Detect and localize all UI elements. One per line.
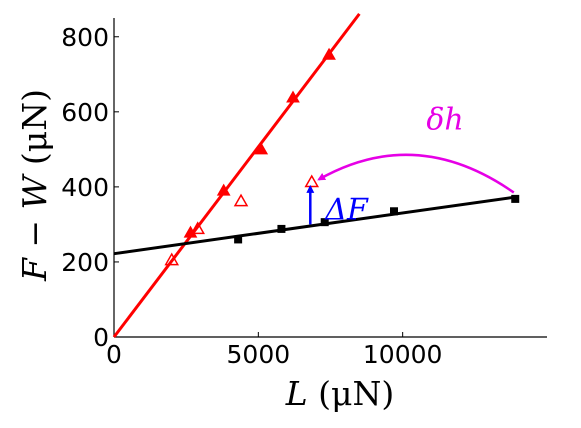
fit-lines bbox=[112, 12, 519, 338]
y-tick-label: 600 bbox=[61, 98, 109, 127]
x-tick-label: 10000 bbox=[363, 340, 443, 369]
y-tick-label: 400 bbox=[61, 173, 109, 202]
data-point-square bbox=[511, 194, 520, 203]
fit-line bbox=[112, 12, 361, 338]
annotations: ΔF δh bbox=[306, 102, 515, 227]
y-axis-unit: (μN) bbox=[15, 89, 54, 176]
data-point-triangle-filled bbox=[322, 47, 336, 60]
annotation-label: ΔF bbox=[324, 192, 369, 227]
data-markers bbox=[164, 47, 520, 266]
data-point-triangle-open bbox=[233, 193, 249, 207]
x-tick-label: 5000 bbox=[227, 340, 291, 369]
data-point-triangle-open bbox=[304, 174, 320, 188]
annotation-arrow bbox=[317, 153, 515, 194]
data-point-triangle-filled bbox=[254, 142, 269, 155]
y-axis-symbol: F − W bbox=[15, 172, 54, 282]
y-tick-label: 200 bbox=[61, 248, 109, 277]
data-point-triangle-filled bbox=[216, 183, 231, 196]
data-point-square bbox=[320, 218, 329, 227]
y-axis-label: F − W (μN) bbox=[15, 89, 54, 282]
data-point-square bbox=[390, 207, 399, 216]
annotation-label: δh bbox=[426, 102, 463, 137]
fit-line bbox=[113, 195, 519, 256]
data-point-triangle-filled bbox=[286, 90, 300, 103]
data-point-square bbox=[234, 235, 243, 244]
data-point-triangle-filled bbox=[183, 225, 198, 238]
y-tick-label: 800 bbox=[61, 23, 109, 52]
data-point-triangle-open bbox=[190, 221, 206, 235]
data-point-square bbox=[277, 224, 286, 233]
x-axis-label: L (μN) bbox=[285, 374, 394, 413]
x-axis-unit: (μN) bbox=[308, 374, 395, 413]
x-axis-symbol: L bbox=[285, 374, 308, 413]
axes: 0 5000 10000 0 200 400 600 800 bbox=[61, 18, 547, 369]
x-tick-label: 0 bbox=[106, 340, 122, 369]
y-tick-label: 0 bbox=[93, 323, 109, 352]
data-point-triangle-open bbox=[164, 252, 180, 266]
